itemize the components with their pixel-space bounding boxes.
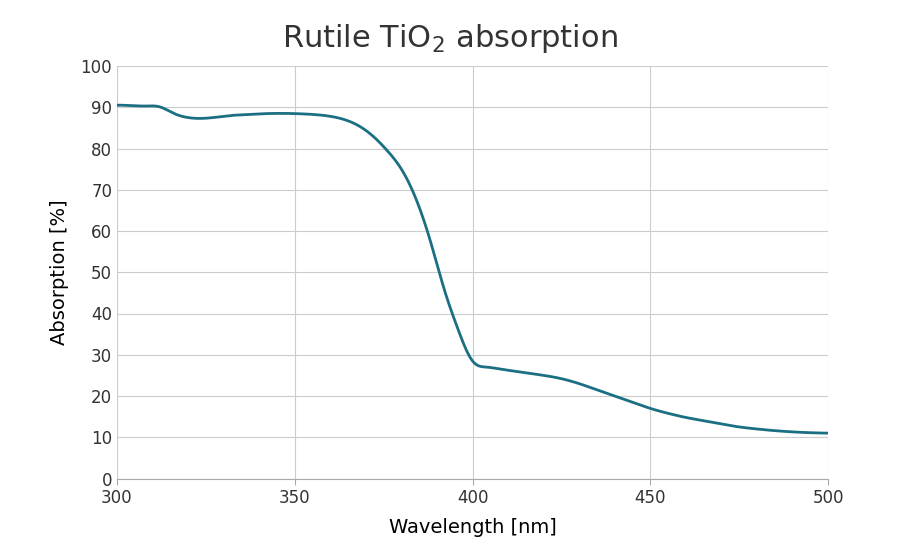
Text: Rutile TiO$_2$ absorption: Rutile TiO$_2$ absorption — [282, 22, 618, 55]
X-axis label: Wavelength [nm]: Wavelength [nm] — [389, 518, 556, 537]
Y-axis label: Absorption [%]: Absorption [%] — [50, 200, 69, 345]
